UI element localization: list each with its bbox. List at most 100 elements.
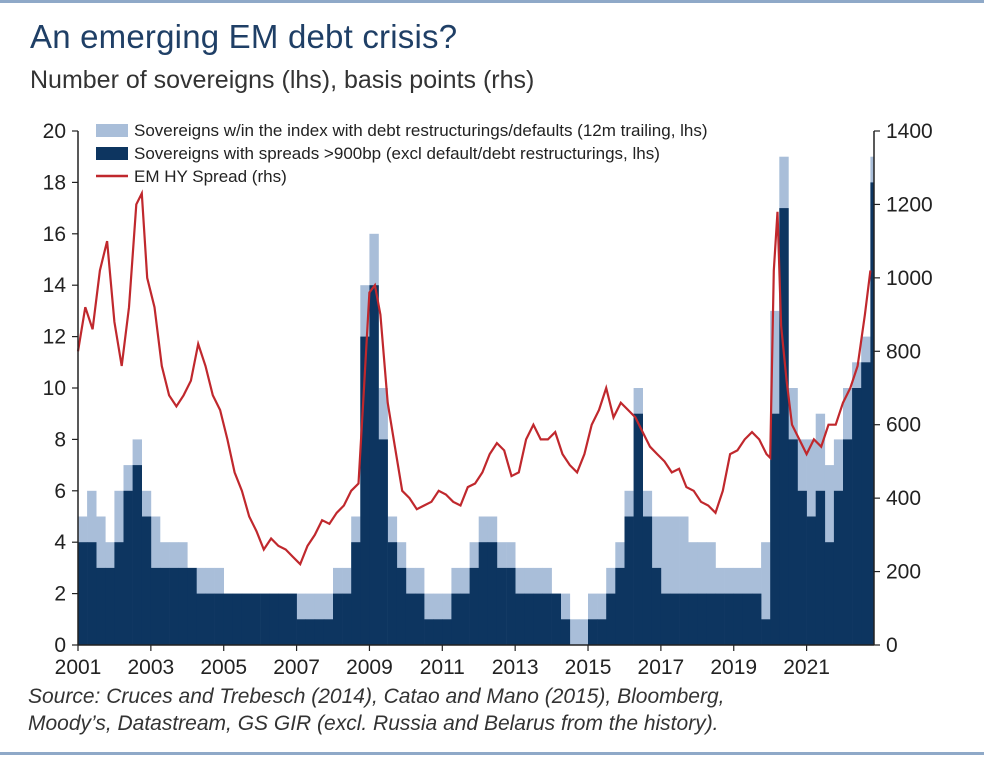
spreads-bar	[843, 439, 853, 645]
spreads-bar	[451, 593, 461, 645]
spreads-bar	[742, 593, 753, 645]
spreads-bar	[733, 593, 744, 645]
x-tick-label: 2019	[710, 656, 757, 679]
spreads-bar	[752, 593, 762, 645]
top-rule	[0, 0, 984, 3]
spreads-bar	[387, 542, 398, 645]
left-tick-label: 16	[43, 223, 66, 246]
spreads-bar-group	[78, 182, 875, 645]
spreads-bar	[724, 593, 734, 645]
spreads-bar	[533, 593, 543, 645]
spreads-bar	[852, 388, 862, 645]
spreads-bar	[487, 542, 498, 645]
right-tick-label: 200	[886, 561, 921, 584]
chart-title: An emerging EM debt crisis?	[30, 18, 458, 55]
spreads-bar	[824, 542, 835, 645]
spreads-bar	[296, 619, 306, 645]
legend-label-spreads: Sovereigns with spreads >900bp (excl def…	[134, 144, 660, 163]
bottom-rule	[0, 752, 984, 755]
spreads-bar	[460, 593, 470, 645]
spreads-bar	[861, 362, 871, 645]
spreads-bar	[588, 619, 598, 645]
x-tick-label: 2001	[55, 656, 102, 679]
spreads-bar	[670, 593, 680, 645]
left-tick-label: 20	[43, 120, 66, 143]
x-tick-label: 2015	[565, 656, 612, 679]
spreads-bar	[196, 593, 206, 645]
spreads-bar	[624, 516, 634, 645]
spreads-bar	[187, 567, 197, 645]
x-tick-label: 2017	[638, 656, 685, 679]
spreads-bar	[405, 593, 416, 645]
left-tick-label: 18	[43, 171, 66, 194]
source-line-2: Moody’s, Datastream, GS GIR (excl. Russi…	[28, 712, 719, 735]
spreads-bar	[833, 490, 844, 645]
legend-swatch-restructurings	[96, 124, 128, 137]
spreads-bar	[251, 593, 261, 645]
left-tick-label: 8	[54, 428, 66, 451]
source-note: Source: Cruces and Trebesch (2014), Cata…	[28, 683, 958, 737]
spreads-bar	[606, 593, 616, 645]
left-axis-ticks: 0 2 4 6 8 10 12 14 16 18 20	[43, 120, 78, 657]
chart-subtitle: Number of sovereigns (lhs), basis points…	[30, 66, 535, 94]
spreads-bar	[551, 593, 561, 645]
spreads-bar	[496, 567, 507, 645]
spreads-bar	[78, 542, 88, 645]
spreads-bar	[560, 619, 571, 645]
chart-area: 0 2 4 6 8 10 12 14 16 18 20 0 200 400 600 800 1000 1200 1…	[43, 120, 933, 679]
spreads-bar	[615, 567, 625, 645]
spreads-bar	[597, 619, 607, 645]
spreads-bar	[360, 336, 370, 645]
x-tick-label: 2005	[200, 656, 247, 679]
legend-label-hy-spread: EM HY Spread (rhs)	[134, 167, 287, 186]
x-tick-label: 2021	[783, 656, 830, 679]
spreads-bar	[469, 567, 479, 645]
spreads-bar	[697, 593, 707, 645]
spreads-bar	[396, 567, 407, 645]
spreads-bar	[123, 490, 133, 645]
spreads-bar	[378, 439, 388, 645]
spreads-bar	[260, 593, 270, 645]
spreads-bar	[642, 516, 653, 645]
spreads-bar	[478, 542, 489, 645]
left-tick-label: 12	[43, 326, 66, 349]
left-tick-label: 14	[43, 274, 67, 297]
spreads-bar	[542, 593, 552, 645]
spreads-bar	[351, 542, 361, 645]
spreads-bar	[223, 593, 234, 645]
spreads-bar	[150, 567, 161, 645]
left-tick-label: 10	[43, 377, 66, 400]
spreads-bar	[96, 567, 106, 645]
spreads-bar	[524, 593, 534, 645]
right-tick-label: 400	[886, 487, 921, 510]
left-tick-label: 4	[54, 531, 66, 554]
spreads-bar	[761, 619, 771, 645]
spreads-bar	[269, 593, 279, 645]
restructurings-bar	[679, 516, 689, 645]
left-tick-label: 6	[54, 480, 66, 503]
em-hy-spread-line	[76, 189, 872, 567]
x-tick-label: 2011	[420, 656, 465, 679]
x-tick-label: 2013	[492, 656, 539, 679]
spreads-bar	[870, 182, 875, 645]
x-tick-label: 2009	[346, 656, 393, 679]
spreads-bar	[342, 593, 352, 645]
legend-label-restructurings: Sovereigns w/in the index with debt rest…	[134, 121, 708, 140]
spreads-bar	[178, 567, 188, 645]
spreads-bar	[651, 567, 662, 645]
x-tick-label: 2007	[273, 656, 320, 679]
x-tick-label: 2003	[128, 656, 175, 679]
spreads-bar	[132, 465, 142, 645]
spreads-bar	[815, 490, 826, 645]
spreads-bar	[806, 516, 816, 645]
spreads-bar	[515, 593, 525, 645]
spreads-bar	[278, 593, 288, 645]
spreads-bar	[660, 593, 671, 645]
right-tick-label: 1400	[886, 120, 933, 143]
right-tick-label: 0	[886, 634, 898, 657]
spreads-bar	[232, 593, 243, 645]
spreads-bar	[770, 413, 780, 645]
spreads-bar	[169, 567, 179, 645]
spreads-bar	[241, 593, 252, 645]
spreads-bar	[205, 593, 215, 645]
